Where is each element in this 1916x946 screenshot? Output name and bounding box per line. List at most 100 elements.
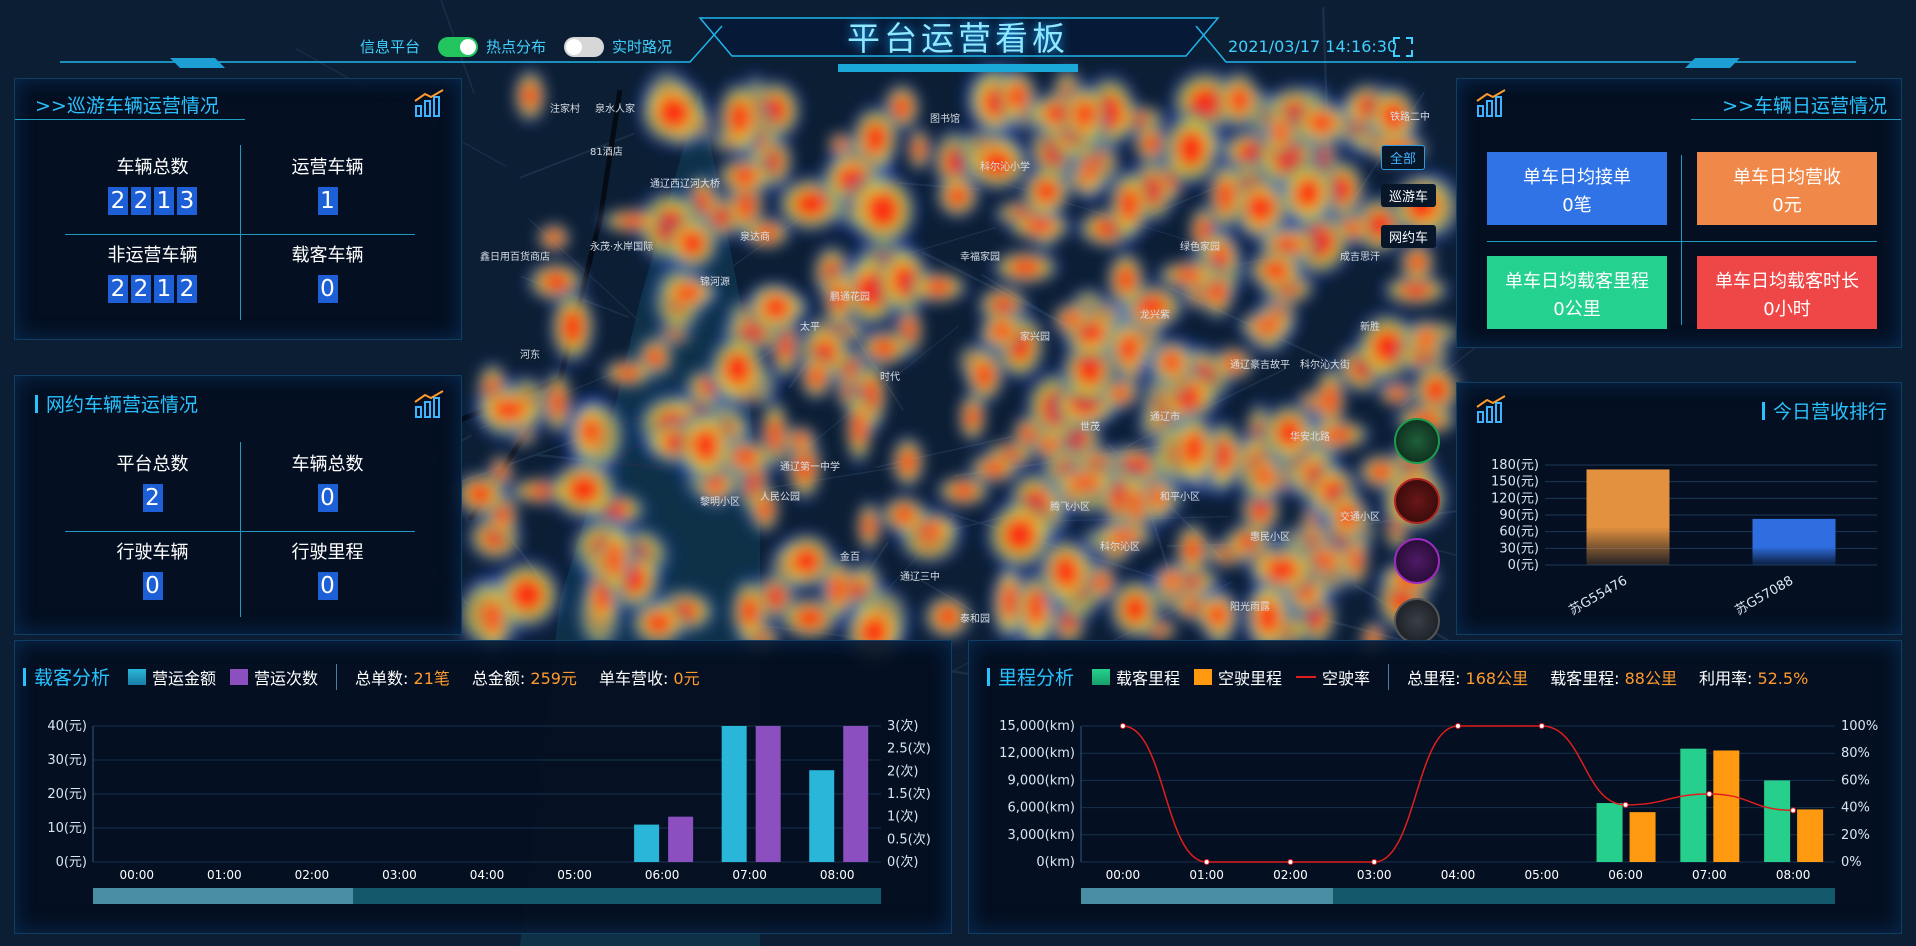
x-tick-label: 06:00 <box>645 868 680 882</box>
legend-empty[interactable]: 空驶里程 <box>1218 668 1283 688</box>
digit: 2 <box>131 187 151 215</box>
passenger-panel: 载客分析 营运金额 营运次数 总单数: 21笔 总金额: 259元 单车营收: … <box>14 640 952 934</box>
y-tick-label: 0(元) <box>1508 558 1539 573</box>
heat-spot-core <box>1307 111 1336 134</box>
digit: 2 <box>108 275 128 303</box>
y-left-tick-label: 20(元) <box>47 787 87 802</box>
divider <box>240 145 241 320</box>
stat-amount: 总金额: 259元 <box>471 668 577 688</box>
legend-count[interactable]: 营运次数 <box>254 668 319 688</box>
y-left-tick-label: 10(元) <box>47 821 87 836</box>
map-place-label: 锦河源 <box>700 275 730 288</box>
heat-spot-core <box>1245 192 1277 224</box>
heat-spot-core <box>1222 354 1245 373</box>
fullscreen-icon[interactable] <box>1392 36 1414 58</box>
y-left-tick-label: 12,000(km) <box>999 746 1075 761</box>
heat-spot-core <box>1067 474 1102 490</box>
heat-spot-core <box>891 504 917 525</box>
map-place-label: 注家村 <box>550 102 580 115</box>
heat-spot-core <box>1416 329 1435 349</box>
info-platform-label: 信息平台 <box>360 38 421 56</box>
heat-spot-core <box>974 360 995 391</box>
digit: 2 <box>142 484 163 512</box>
y-left-tick-label: 30(元) <box>47 753 87 768</box>
x-tick-label: 05:00 <box>1524 868 1559 882</box>
mileage-chart: 0(km) 3,000(km) 6,000(km) 9,000(km) 12,000(k… <box>999 719 1878 904</box>
y-left-tick-label: 6,000(km) <box>1007 801 1075 816</box>
daily-title: >>车辆日运营情况 <box>1722 95 1887 117</box>
heat-spot-core <box>754 224 780 242</box>
legend-empty-rate[interactable]: 空驶率 <box>1322 668 1371 688</box>
filter-cruise[interactable]: 巡游车 <box>1381 184 1437 207</box>
heat-spot-core <box>792 189 829 219</box>
heat-spot-core <box>1256 464 1274 490</box>
page-title: 平台运营看板 <box>847 19 1069 58</box>
y-tick-label: 90(元) <box>1499 508 1539 523</box>
map-place-label: 通辽西辽河大桥 <box>650 177 720 190</box>
y-right-tick-label: 100% <box>1841 719 1878 734</box>
empty-rate-line <box>1122 725 1794 863</box>
trend-chart-icon <box>1476 395 1506 423</box>
legend-carrying[interactable]: 载客里程 <box>1116 668 1181 688</box>
heat-spot-core <box>892 94 912 120</box>
heat-spot-core <box>1228 84 1250 116</box>
stat-carrying: 载客车辆 0 <box>291 245 364 303</box>
heat-spot-core <box>607 539 623 579</box>
empty-rate-point <box>1538 723 1545 729</box>
y-right-tick-label: 20% <box>1841 828 1870 843</box>
x-tick-label: 08:00 <box>820 868 855 882</box>
digit: 0 <box>142 572 163 600</box>
x-tick-label: 06:00 <box>1608 868 1643 882</box>
heat-spot-core <box>899 448 917 476</box>
traffic-toggle[interactable] <box>564 36 605 57</box>
heat-spot-core <box>946 184 969 208</box>
y-tick-label: 60(元) <box>1499 525 1539 540</box>
carrying-bar <box>1596 803 1623 862</box>
divider <box>15 119 245 120</box>
digit: 1 <box>317 187 338 215</box>
heat-spot-core <box>791 432 809 449</box>
heat-toggle[interactable] <box>438 36 479 57</box>
filter-ridehail[interactable]: 网约车 <box>1381 225 1437 248</box>
legend-amount[interactable]: 营运金额 <box>152 668 217 688</box>
map-place-label: 泰和园 <box>960 612 990 625</box>
heat-spot-core <box>1026 588 1046 627</box>
purple-car-icon[interactable] <box>1394 538 1440 584</box>
y-right-tick-label: 0% <box>1841 855 1862 870</box>
mileage-header: 里程分析 载客里程 空驶里程 空驶率 总里程: 168公里 载客里程: 88公里… <box>987 663 1830 690</box>
grey-car-icon[interactable] <box>1394 598 1440 644</box>
heat-spot-core <box>834 138 848 152</box>
stat-platforms: 平台总数 2 <box>116 454 189 512</box>
map-place-label: 永茂·水岸国际 <box>590 240 653 253</box>
header-frame <box>60 17 1856 72</box>
digit: 1 <box>154 187 174 215</box>
red-car-icon[interactable] <box>1394 478 1440 524</box>
y-tick-label: 120(元) <box>1491 491 1539 506</box>
heat-spot-core <box>1041 435 1058 454</box>
heat-spot-core <box>980 149 1015 178</box>
heat-spot-core <box>1265 556 1300 583</box>
x-tick-label: 03:00 <box>382 868 417 882</box>
filter-all[interactable]: 全部 <box>1381 145 1426 170</box>
empty-bar <box>1797 809 1824 862</box>
heat-spot-core <box>1141 132 1161 155</box>
stat-orders: 总单数: 21笔 <box>355 668 450 688</box>
y-left-tick-label: 3,000(km) <box>1007 828 1075 843</box>
digit-counter: 0 <box>317 572 338 600</box>
x-tick-label: 00:00 <box>1106 868 1141 882</box>
heat-spot-core <box>1033 178 1060 205</box>
map-place-label: 鹏通花园 <box>830 290 870 303</box>
passenger-header: 载客分析 营运金额 营运次数 总单数: 21笔 总金额: 259元 单车营收: … <box>23 663 722 690</box>
map-place-label: 新胜 <box>1360 320 1380 333</box>
heat-spot-core <box>1151 488 1166 509</box>
green-car-icon[interactable] <box>1394 418 1440 464</box>
heat-spot-core <box>1260 259 1291 281</box>
stat-carrying-mileage: 载客里程: 88公里 <box>1550 668 1677 688</box>
heat-spot-core <box>1061 310 1081 328</box>
heat-spot-core <box>795 449 814 485</box>
heat-spot-core <box>764 584 787 610</box>
ranking-panel: 今日营收排行 0(元) 30(元) 60(元) 90(元) 120(元) 150(元) 18… <box>1456 382 1902 635</box>
revenue-bar <box>1586 469 1670 565</box>
heat-spot-core <box>491 398 527 421</box>
